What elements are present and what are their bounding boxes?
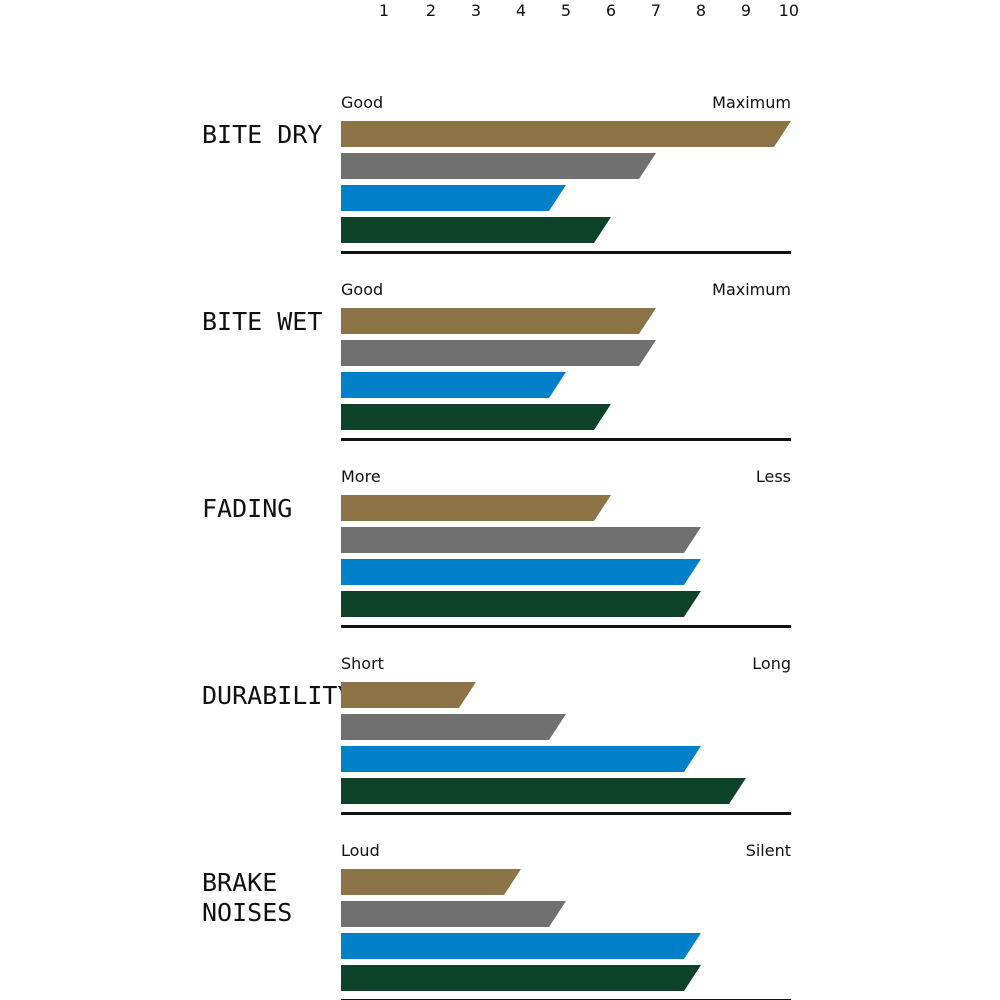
bar-2-4 [341, 404, 611, 430]
bar-3-3 [341, 559, 701, 585]
category-label: FADING [202, 494, 292, 523]
scale-max-label: Silent [746, 841, 791, 860]
panel-baseline [341, 625, 791, 628]
bar-5-4 [341, 965, 701, 991]
bar-3-1 [341, 495, 611, 521]
scale-max-label: Maximum [712, 280, 791, 299]
scale-min-label: More [341, 467, 381, 486]
bar-2-3 [341, 372, 566, 398]
x-tick-labels: 1 2 3 4 5 6 7 8 9 10 [379, 1, 799, 20]
category-label-line: FADING [202, 494, 292, 523]
bar-1-4 [341, 217, 611, 243]
x-tick-label-3: 3 [471, 1, 481, 20]
category-label: BITE WET [202, 307, 322, 336]
category-label: BITE DRY [202, 120, 322, 149]
category-label-line: NOISES [202, 898, 292, 927]
bar-1-2 [341, 153, 656, 179]
bar-2-1 [341, 308, 656, 334]
bar-5-2 [341, 901, 566, 927]
bar-4-4 [341, 778, 746, 804]
x-tick-label-7: 7 [651, 1, 661, 20]
category-label: DURABILITY [202, 681, 353, 710]
category-label-line: BITE DRY [202, 120, 322, 149]
chart-panels: Good Maximum BITE DRY Good Maximum BITE WET Mo… [202, 93, 791, 1000]
x-tick-label-4: 4 [516, 1, 526, 20]
x-tick-label-9: 9 [741, 1, 751, 20]
bar-3-2 [341, 527, 701, 553]
x-tick-label-1: 1 [379, 1, 389, 20]
bar-4-2 [341, 714, 566, 740]
scale-max-label: Less [756, 467, 791, 486]
x-tick-label-2: 2 [426, 1, 436, 20]
scale-min-label: Good [341, 93, 383, 112]
bar-5-3 [341, 933, 701, 959]
panel-baseline [341, 438, 791, 441]
scale-min-label: Loud [341, 841, 380, 860]
panel-3: More Less FADING [202, 467, 791, 628]
x-tick-label-6: 6 [606, 1, 616, 20]
scale-max-label: Maximum [712, 93, 791, 112]
bar-2-2 [341, 340, 656, 366]
x-tick-label-10: 10 [779, 1, 799, 20]
scale-min-label: Good [341, 280, 383, 299]
panel-2: Good Maximum BITE WET [202, 280, 791, 441]
bar-5-1 [341, 869, 521, 895]
bar-3-4 [341, 591, 701, 617]
panel-1: Good Maximum BITE DRY [202, 93, 791, 254]
x-tick-label-8: 8 [696, 1, 706, 20]
category-label: BRAKE NOISES [202, 868, 292, 927]
bar-4-1 [341, 682, 476, 708]
scale-max-label: Long [752, 654, 791, 673]
panel-baseline [341, 251, 791, 254]
panel-4: Short Long DURABILITY [202, 654, 791, 815]
panel-5: Loud Silent BRAKE NOISES [202, 841, 791, 1000]
scale-min-label: Short [341, 654, 384, 673]
bar-4-3 [341, 746, 701, 772]
panel-baseline [341, 812, 791, 815]
bar-1-1 [341, 121, 791, 147]
category-label-line: DURABILITY [202, 681, 353, 710]
x-tick-label-5: 5 [561, 1, 571, 20]
category-label-line: BITE WET [202, 307, 322, 336]
category-label-line: BRAKE [202, 868, 277, 897]
bar-1-3 [341, 185, 566, 211]
